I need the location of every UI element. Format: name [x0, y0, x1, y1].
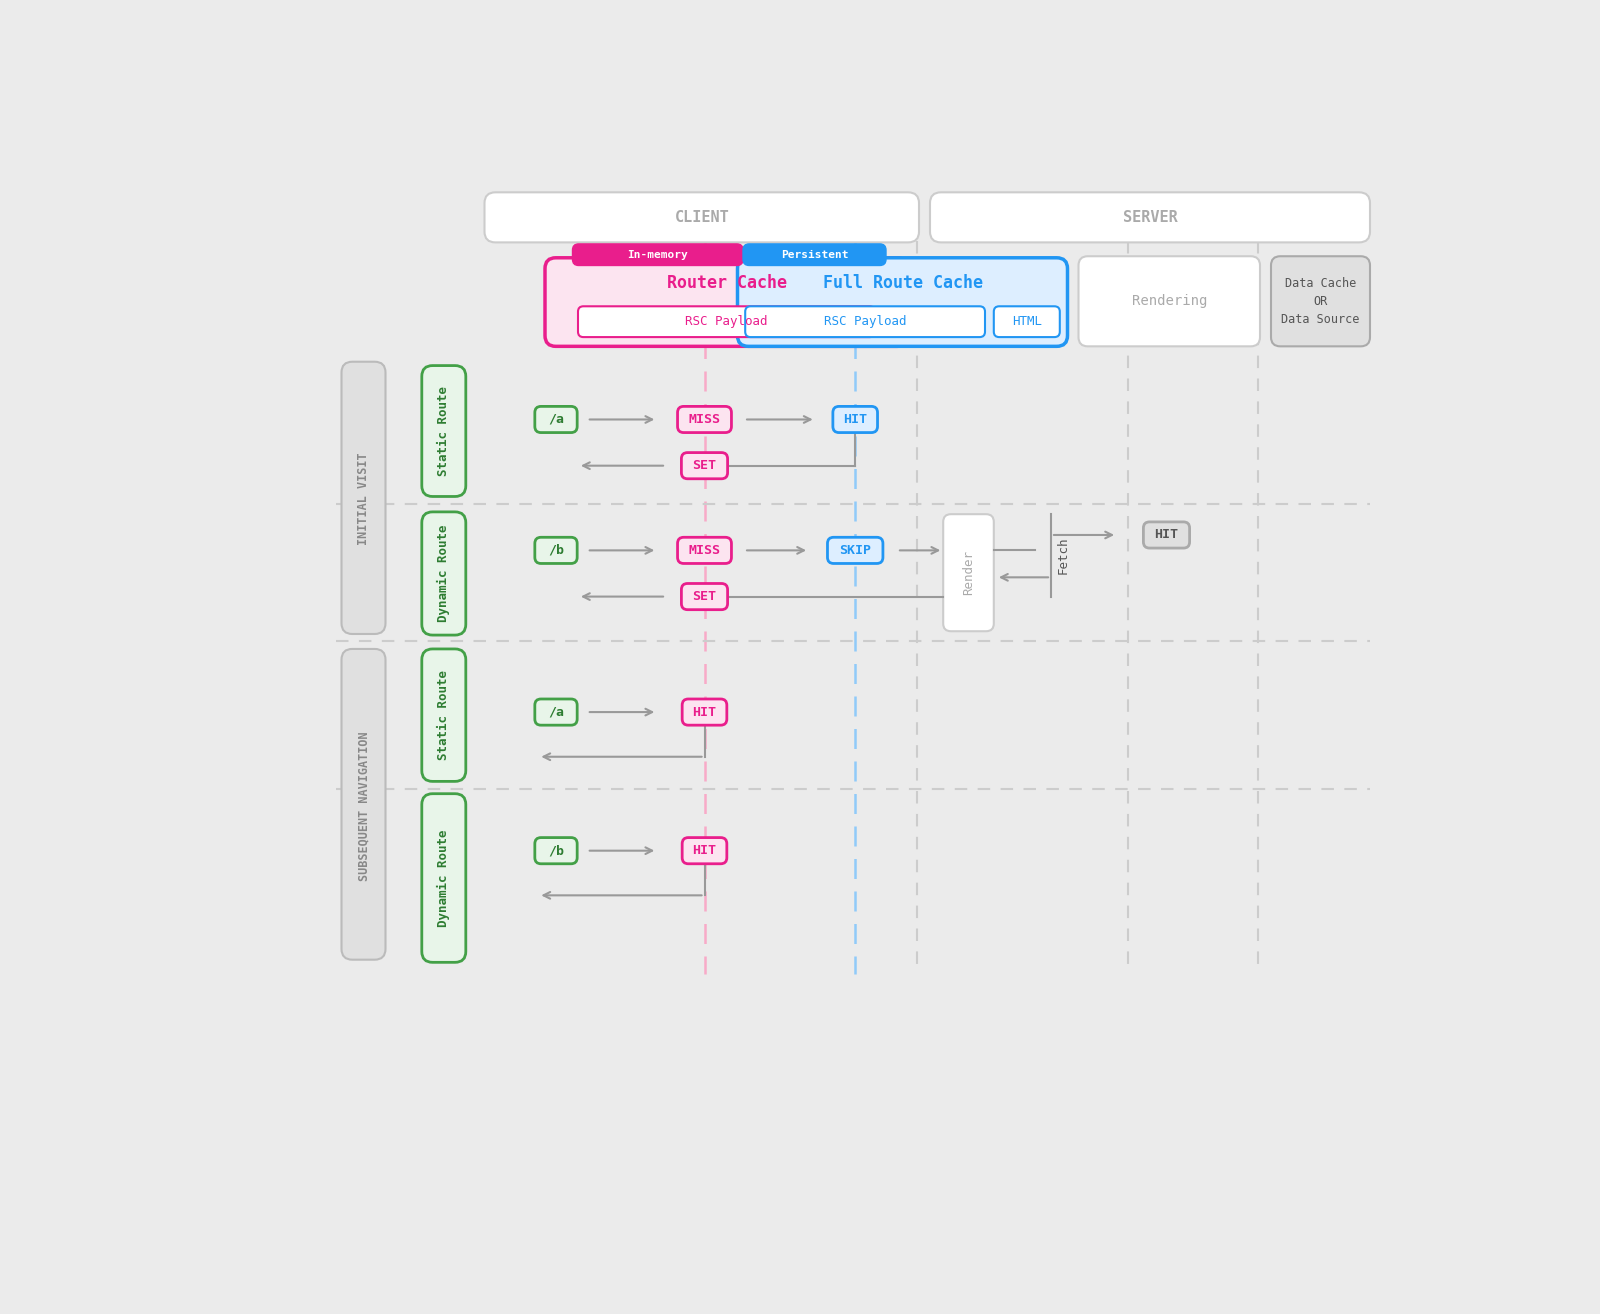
Text: MISS: MISS [688, 413, 720, 426]
FancyBboxPatch shape [682, 699, 726, 725]
FancyBboxPatch shape [827, 537, 883, 564]
Text: HIT: HIT [693, 706, 717, 719]
Text: Static Route: Static Route [437, 386, 450, 476]
FancyBboxPatch shape [682, 452, 728, 478]
FancyBboxPatch shape [1078, 256, 1261, 347]
FancyBboxPatch shape [485, 192, 918, 242]
FancyBboxPatch shape [341, 649, 386, 959]
Text: RSC Payload: RSC Payload [685, 315, 768, 328]
FancyBboxPatch shape [573, 244, 742, 265]
Text: Persistent: Persistent [781, 250, 848, 260]
Text: CLIENT: CLIENT [674, 210, 730, 225]
Text: Dynamic Route: Dynamic Route [437, 524, 450, 623]
Text: Rendering: Rendering [1131, 294, 1206, 309]
FancyBboxPatch shape [746, 306, 986, 338]
Text: HIT: HIT [693, 844, 717, 857]
Text: SET: SET [693, 459, 717, 472]
Text: HIT: HIT [1155, 528, 1179, 541]
Text: RSC Payload: RSC Payload [824, 315, 906, 328]
Text: SERVER: SERVER [1123, 210, 1178, 225]
FancyBboxPatch shape [1144, 522, 1189, 548]
Text: /a: /a [547, 413, 563, 426]
Text: SET: SET [693, 590, 717, 603]
FancyBboxPatch shape [682, 837, 726, 863]
Text: HTML: HTML [1011, 315, 1042, 328]
FancyBboxPatch shape [742, 244, 886, 265]
Text: Fetch: Fetch [1056, 536, 1069, 574]
Text: /b: /b [547, 544, 563, 557]
FancyBboxPatch shape [682, 583, 728, 610]
Text: Render: Render [962, 551, 974, 595]
Text: /a: /a [547, 706, 563, 719]
FancyBboxPatch shape [422, 649, 466, 782]
Text: Full Route Cache: Full Route Cache [822, 275, 982, 292]
FancyBboxPatch shape [422, 512, 466, 635]
Text: SKIP: SKIP [840, 544, 872, 557]
FancyBboxPatch shape [738, 258, 1067, 347]
Text: Data Cache
OR
Data Source: Data Cache OR Data Source [1282, 277, 1360, 326]
FancyBboxPatch shape [422, 794, 466, 962]
FancyBboxPatch shape [534, 699, 578, 725]
FancyBboxPatch shape [546, 258, 909, 347]
FancyBboxPatch shape [677, 537, 731, 564]
Text: SUBSEQUENT NAVIGATION: SUBSEQUENT NAVIGATION [357, 732, 370, 882]
FancyBboxPatch shape [534, 837, 578, 863]
FancyBboxPatch shape [534, 537, 578, 564]
FancyBboxPatch shape [1270, 256, 1370, 347]
FancyBboxPatch shape [422, 365, 466, 497]
FancyBboxPatch shape [578, 306, 875, 338]
FancyBboxPatch shape [534, 406, 578, 432]
FancyBboxPatch shape [944, 514, 994, 631]
Text: /b: /b [547, 844, 563, 857]
FancyBboxPatch shape [994, 306, 1059, 338]
Text: Dynamic Route: Dynamic Route [437, 829, 450, 926]
Text: Router Cache: Router Cache [667, 275, 787, 292]
FancyBboxPatch shape [341, 361, 386, 633]
FancyBboxPatch shape [834, 406, 877, 432]
Text: In-memory: In-memory [627, 250, 688, 260]
Text: MISS: MISS [688, 544, 720, 557]
Text: Static Route: Static Route [437, 670, 450, 761]
FancyBboxPatch shape [677, 406, 731, 432]
Text: HIT: HIT [843, 413, 867, 426]
FancyBboxPatch shape [930, 192, 1370, 242]
Text: INITIAL VISIT: INITIAL VISIT [357, 452, 370, 545]
